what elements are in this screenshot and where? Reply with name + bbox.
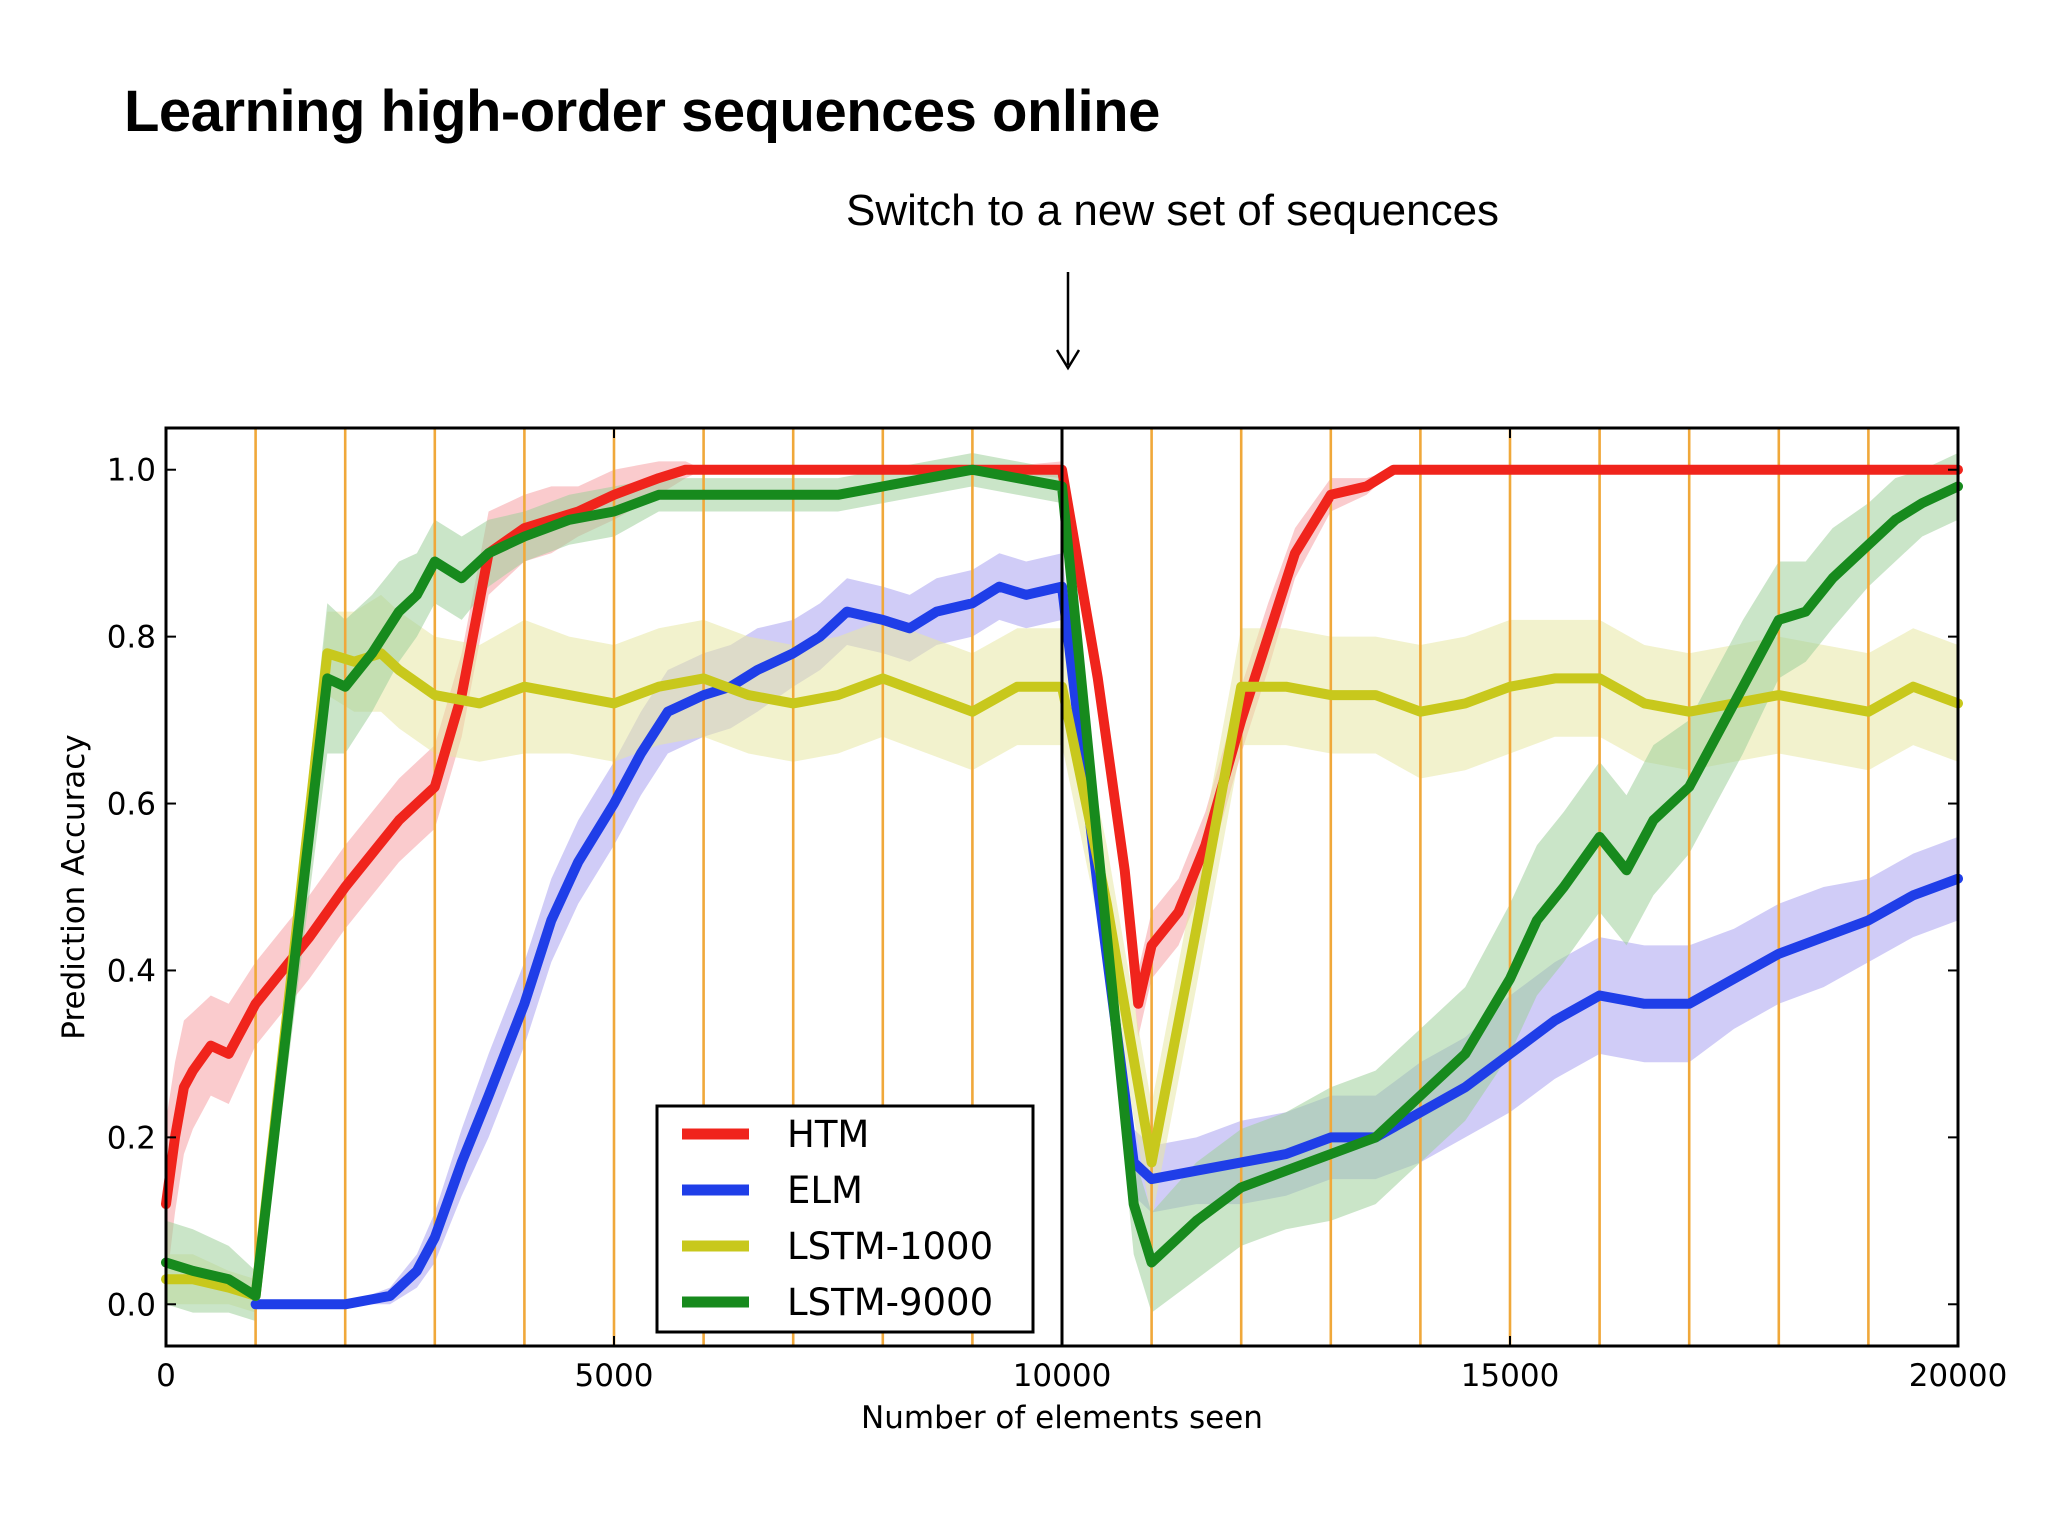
arrow-head xyxy=(1055,349,1081,371)
line-lstm-9000 xyxy=(161,464,1963,1301)
line-elm xyxy=(250,581,1963,1310)
switch-annotation: Switch to a new set of sequences xyxy=(846,186,1500,235)
legend: HTM ELM LSTM-1000 LSTM-9000 xyxy=(655,1104,1035,1334)
legend-label-htm: HTM xyxy=(787,1113,869,1156)
legend-label-lstm-1000: LSTM-1000 xyxy=(787,1225,993,1268)
x-tick-label: 0 xyxy=(156,1358,176,1394)
switch-arrow xyxy=(1055,272,1081,371)
y-tick-label: 0.0 xyxy=(107,1287,156,1323)
axis-ticks: 0 5000 10000 15000 20000 0.0 0.2 0.4 0.6 0.8 1.0 Nu… xyxy=(56,428,2007,1436)
y-tick-label: 1.0 xyxy=(107,453,156,489)
legend-box xyxy=(655,1104,1035,1334)
y-tick-label: 0.4 xyxy=(107,953,156,989)
line-lstm-1000 xyxy=(161,648,1963,1301)
y-axis-label: Prediction Accuracy xyxy=(56,734,92,1039)
x-axis-label: Number of elements seen xyxy=(861,1400,1263,1436)
legend-label-elm: ELM xyxy=(787,1169,863,1212)
x-tick-label: 20000 xyxy=(1909,1358,2008,1394)
y-tick-label: 0.2 xyxy=(107,1120,156,1156)
series-lines xyxy=(161,464,1963,1310)
sequence-markers xyxy=(254,428,1870,1346)
x-tick-label: 10000 xyxy=(1013,1358,1112,1394)
x-tick-label: 5000 xyxy=(575,1358,654,1394)
slide-title: Learning high-order sequences online xyxy=(124,79,1160,144)
y-tick-label: 0.8 xyxy=(107,620,156,656)
y-tick-label: 0.6 xyxy=(107,787,156,823)
x-tick-label: 15000 xyxy=(1461,1358,1560,1394)
legend-label-lstm-9000: LSTM-9000 xyxy=(787,1281,993,1324)
